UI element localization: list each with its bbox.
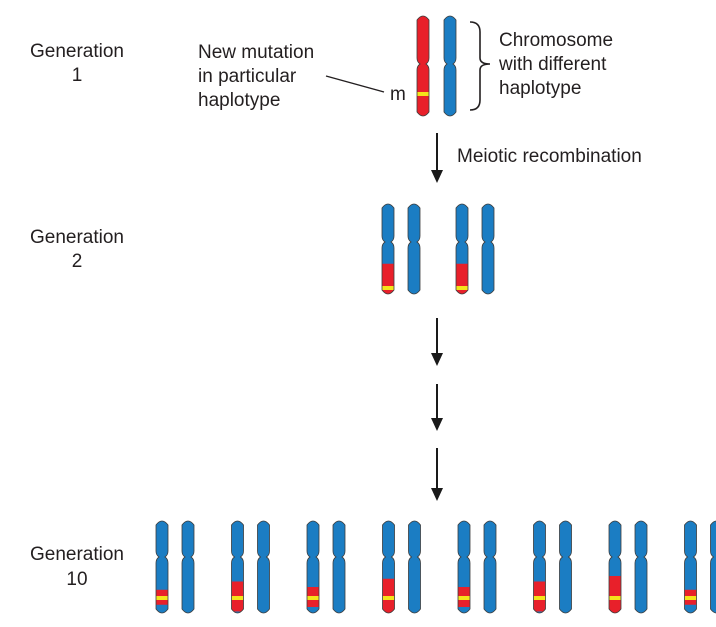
generation-10-label-line1: Generation	[30, 544, 124, 565]
generation-10-other-chromosome	[408, 520, 421, 614]
right-brace-icon	[469, 21, 491, 111]
generation-10-recombinant-chromosome	[457, 520, 471, 614]
mutation-label-line2: in particular	[198, 66, 297, 87]
mutation-band	[456, 286, 468, 290]
generation-1-chromosomes	[416, 15, 491, 117]
generation-2-other-chromosome	[407, 203, 421, 295]
generation-2-label: Generation 2	[30, 227, 124, 272]
generation-2-recombinant-chromosome	[381, 203, 395, 295]
generation-2-other-chromosome	[481, 203, 495, 295]
haplotype-annotation: Chromosome with different haplotype	[498, 30, 613, 99]
mutation-band	[609, 596, 621, 600]
generation-10-other-chromosome	[559, 520, 572, 614]
generation-10-recombinant-chromosome	[306, 520, 320, 614]
down-arrow-icon	[431, 133, 443, 183]
generation-10-label: Generation 10	[30, 544, 124, 590]
generation-10-chromosomes	[155, 520, 716, 614]
mutation-band	[684, 596, 697, 600]
generation-10-other-chromosome	[634, 520, 648, 614]
mutation-band	[382, 596, 395, 600]
haplotype-label-line2: with different	[498, 54, 607, 75]
generation-10-recombinant-chromosome	[382, 520, 395, 614]
generation-2-chromosomes	[381, 203, 495, 295]
mutation-band	[307, 596, 319, 600]
down-arrow-icon	[431, 448, 443, 501]
generation-10-recombinant-chromosome	[608, 520, 622, 614]
haplotype-label-line1: Chromosome	[499, 30, 613, 51]
generation-1-label-line2: 1	[72, 65, 83, 86]
generation-10-recombinant-chromosome	[684, 520, 697, 614]
mutation-band	[382, 286, 394, 290]
generation-10-label-line2: 10	[66, 569, 87, 590]
mutation-band	[156, 596, 168, 600]
generation-10-other-chromosome	[483, 520, 497, 614]
mutant-haplotype-segment	[609, 576, 621, 613]
generation-1-mutant-chromosome	[416, 15, 430, 117]
generation-10-recombinant-chromosome	[533, 520, 546, 614]
mutant-haplotype-segment	[382, 578, 395, 613]
haplotype-label-line3: haplotype	[499, 78, 581, 99]
generation-10-other-chromosome	[257, 520, 270, 614]
generation-10-other-chromosome	[710, 520, 716, 614]
generation-10-recombinant-chromosome	[155, 520, 169, 614]
generation-1-label: Generation 1	[30, 41, 124, 86]
mutation-band	[458, 596, 470, 600]
mutation-label-line1: New mutation	[198, 42, 314, 63]
down-arrow-icon	[431, 384, 443, 431]
generation-10-recombinant-chromosome	[231, 520, 244, 614]
mutation-annotation: New mutation in particular haplotype m	[198, 42, 406, 111]
generation-1-label-line1: Generation	[30, 41, 124, 62]
down-arrow-icon	[431, 318, 443, 366]
mutation-band	[231, 596, 244, 600]
mutation-label-line3: haplotype	[198, 90, 280, 111]
mutation-band	[533, 596, 546, 600]
mutation-marker: m	[390, 84, 406, 105]
generation-1-other-chromosome	[443, 15, 457, 117]
generation-10-other-chromosome	[181, 520, 195, 614]
mutation-band	[417, 92, 429, 96]
generation-2-label-line2: 2	[72, 251, 83, 272]
generation-10-other-chromosome	[332, 520, 346, 614]
mutation-pointer-line	[325, 75, 385, 93]
meiotic-recombination-label: Meiotic recombination	[457, 146, 642, 167]
generation-2-recombinant-chromosome	[455, 203, 469, 295]
generation-2-label-line1: Generation	[30, 227, 124, 248]
